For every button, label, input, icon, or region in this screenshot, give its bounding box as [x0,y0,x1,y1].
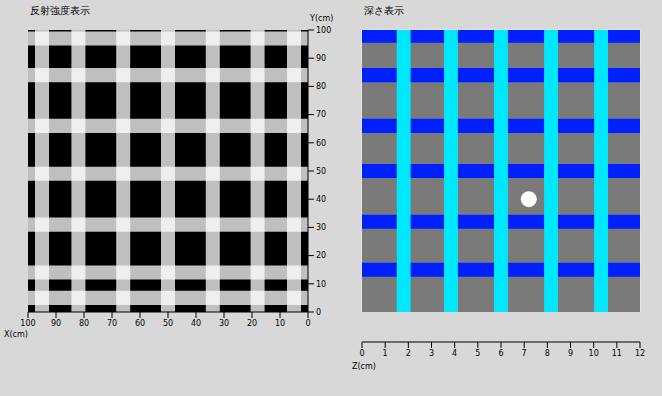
html-text:反射強度表示: 反射強度表示 [30,5,90,16]
svg-text:70: 70 [107,319,117,328]
svg-text:9: 9 [568,349,573,358]
html-text:Y(cm): Y(cm) [310,14,334,23]
svg-text:30: 30 [316,223,326,232]
svg-text:12: 12 [635,349,645,358]
svg-text:70: 70 [316,110,326,119]
svg-text:1: 1 [383,349,388,358]
svg-text:80: 80 [316,82,326,91]
svg-text:50: 50 [316,167,326,176]
html-text:X(cm): X(cm) [4,330,28,339]
svg-text:90: 90 [316,54,326,63]
svg-text:60: 60 [135,319,145,328]
svg-text:40: 40 [191,319,201,328]
svg-text:7: 7 [522,349,527,358]
svg-text:90: 90 [51,319,61,328]
svg-text:2: 2 [406,349,411,358]
svg-text:20: 20 [247,319,257,328]
svg-text:3: 3 [429,349,434,358]
svg-text:0: 0 [359,349,364,358]
svg-text:20: 20 [316,251,326,260]
html-text:Z(cm): Z(cm) [352,362,376,371]
svg-text:0: 0 [316,308,321,317]
svg-text:8: 8 [545,349,550,358]
svg-text:5: 5 [475,349,480,358]
svg-text:80: 80 [79,319,89,328]
svg-text:10: 10 [275,319,285,328]
svg-text:50: 50 [163,319,173,328]
svg-text:11: 11 [612,349,622,358]
svg-text:100: 100 [20,319,35,328]
svg-text:10: 10 [316,280,326,289]
svg-text:40: 40 [316,195,326,204]
svg-text:30: 30 [219,319,229,328]
svg-text:10: 10 [589,349,599,358]
svg-text:100: 100 [316,26,331,35]
svg-text:0: 0 [305,319,310,328]
html-text:深さ表示: 深さ表示 [364,5,404,16]
svg-text:60: 60 [316,139,326,148]
svg-text:4: 4 [452,349,457,358]
svg-text:6: 6 [498,349,503,358]
